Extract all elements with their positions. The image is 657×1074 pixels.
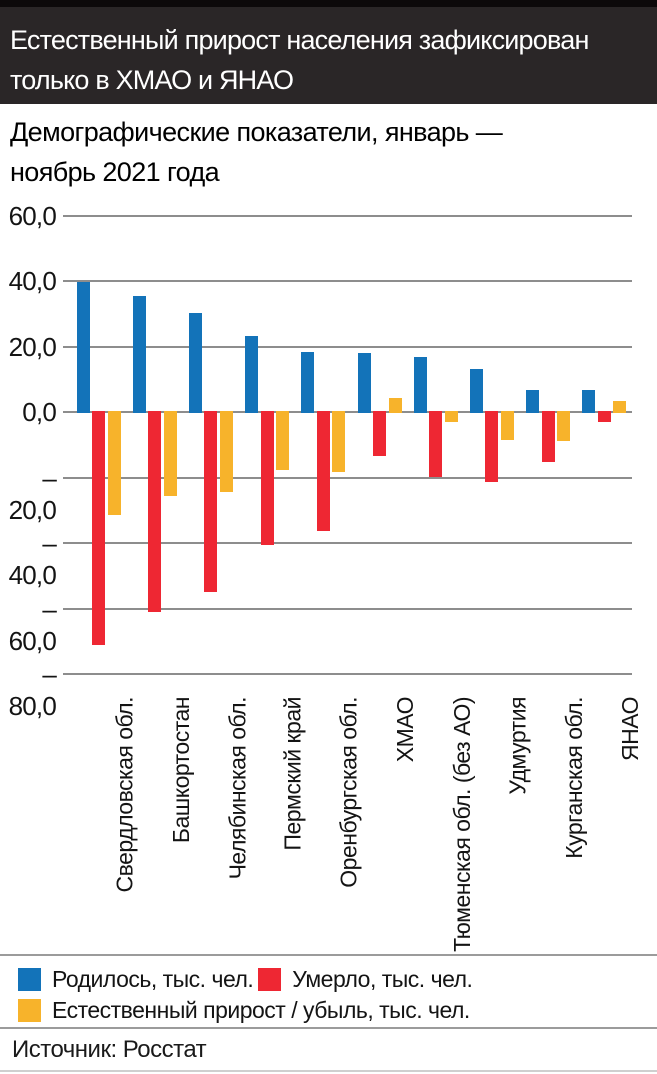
legend-label-natural-change: Естественный прирост / убыль, тыс. чел. — [52, 997, 470, 1023]
y-axis-tick-label: –20,0 — [8, 463, 57, 525]
bar-died-4 — [317, 411, 330, 531]
chart-subtitle-line1: Демографические показатели, январь — — [10, 117, 503, 147]
bar-born-7 — [470, 369, 483, 413]
born-color-swatch — [18, 968, 41, 991]
chart-subtitle: Демографические показатели, январь — ноя… — [10, 112, 503, 192]
bar-natural-change-0 — [108, 411, 121, 515]
bar-died-3 — [261, 411, 274, 545]
bar-died-7 — [485, 411, 498, 482]
y-axis-tick-label: –60,0 — [8, 594, 57, 656]
bar-natural-change-4 — [332, 411, 345, 472]
bar-born-2 — [189, 313, 202, 413]
bar-born-0 — [77, 282, 90, 413]
bar-natural-change-1 — [164, 411, 177, 496]
x-axis-label: Тюменская обл. (без АО) — [449, 697, 475, 952]
bar-born-4 — [301, 352, 314, 413]
x-axis-label: ЯНАО — [617, 697, 643, 761]
bar-died-6 — [429, 411, 442, 477]
died-color-swatch — [258, 968, 282, 991]
x-axis-label: Башкортостан — [168, 697, 194, 844]
y-axis-tick-label: 60,0 — [8, 201, 57, 231]
bar-born-5 — [358, 353, 371, 413]
gridline — [63, 673, 632, 675]
x-axis-label: Курганская обл. — [561, 697, 587, 859]
bar-born-6 — [414, 357, 427, 413]
bar-natural-change-2 — [220, 411, 233, 492]
bar-born-9 — [582, 390, 595, 413]
gridline — [63, 411, 632, 413]
bar-natural-change-6 — [445, 411, 458, 422]
y-axis-tick-label: 40,0 — [8, 266, 57, 296]
bar-born-3 — [245, 336, 258, 413]
legend-item-born: Родилось, тыс. чел. — [18, 966, 254, 993]
bar-born-1 — [133, 296, 146, 413]
bar-natural-change-3 — [276, 411, 289, 470]
gridline — [63, 608, 632, 610]
y-axis-tick-label: –40,0 — [8, 528, 57, 590]
gridline — [63, 280, 632, 282]
legend-item-died: Умерло, тыс. чел. — [258, 966, 473, 993]
header-banner: Естественный прирост населения зафиксиро… — [0, 0, 657, 104]
page-title-line1: Естественный прирост населения зафиксиро… — [10, 25, 589, 55]
bar-died-1 — [148, 411, 161, 612]
bar-born-8 — [526, 390, 539, 413]
bar-natural-change-9 — [613, 401, 626, 413]
legend-row-1: Родилось, тыс. чел. Умерло, тыс. чел. — [18, 966, 648, 993]
bar-died-2 — [204, 411, 217, 592]
x-axis-label: Свердловская обл. — [111, 697, 137, 893]
x-axis-label: Удмуртия — [505, 697, 531, 795]
x-axis-label: Пермский край — [280, 697, 306, 851]
bar-died-5 — [373, 411, 386, 456]
natural-change-color-swatch — [18, 999, 41, 1022]
bar-died-8 — [542, 411, 555, 462]
bar-natural-change-5 — [389, 398, 402, 413]
source-divider — [0, 1027, 657, 1029]
y-axis-tick-label: 20,0 — [8, 332, 57, 362]
page-title-line2: только в ХМАО и ЯНАО — [10, 65, 294, 95]
legend-divider — [0, 954, 657, 956]
bar-natural-change-8 — [557, 411, 570, 441]
gridline — [63, 215, 632, 217]
chart-subtitle-line2: ноябрь 2021 года — [10, 157, 220, 187]
source-note: Источник: Росстат — [12, 1036, 207, 1063]
legend-item-natural-change: Естественный прирост / убыль, тыс. чел. — [18, 997, 470, 1024]
chart-legend: Родилось, тыс. чел. Умерло, тыс. чел. Ес… — [18, 966, 648, 1024]
legend-label-died: Умерло, тыс. чел. — [292, 966, 473, 992]
bar-died-0 — [92, 411, 105, 645]
gridline — [63, 542, 632, 544]
x-axis-label: ХМАО — [392, 697, 418, 763]
y-axis-tick-label: 0,0 — [22, 397, 57, 427]
legend-row-2: Естественный прирост / убыль, тыс. чел. — [18, 997, 648, 1024]
bar-died-9 — [598, 411, 611, 422]
top-border-strip — [0, 0, 657, 7]
x-axis-label: Оренбургская обл. — [336, 697, 362, 888]
x-axis-label: Челябинская обл. — [224, 697, 250, 880]
gridline — [63, 346, 632, 348]
legend-label-born: Родилось, тыс. чел. — [52, 966, 254, 992]
bottom-border-line — [0, 1070, 657, 1072]
bar-natural-change-7 — [501, 411, 514, 440]
gridline — [63, 477, 632, 479]
y-axis-tick-label: –80,0 — [8, 659, 57, 721]
